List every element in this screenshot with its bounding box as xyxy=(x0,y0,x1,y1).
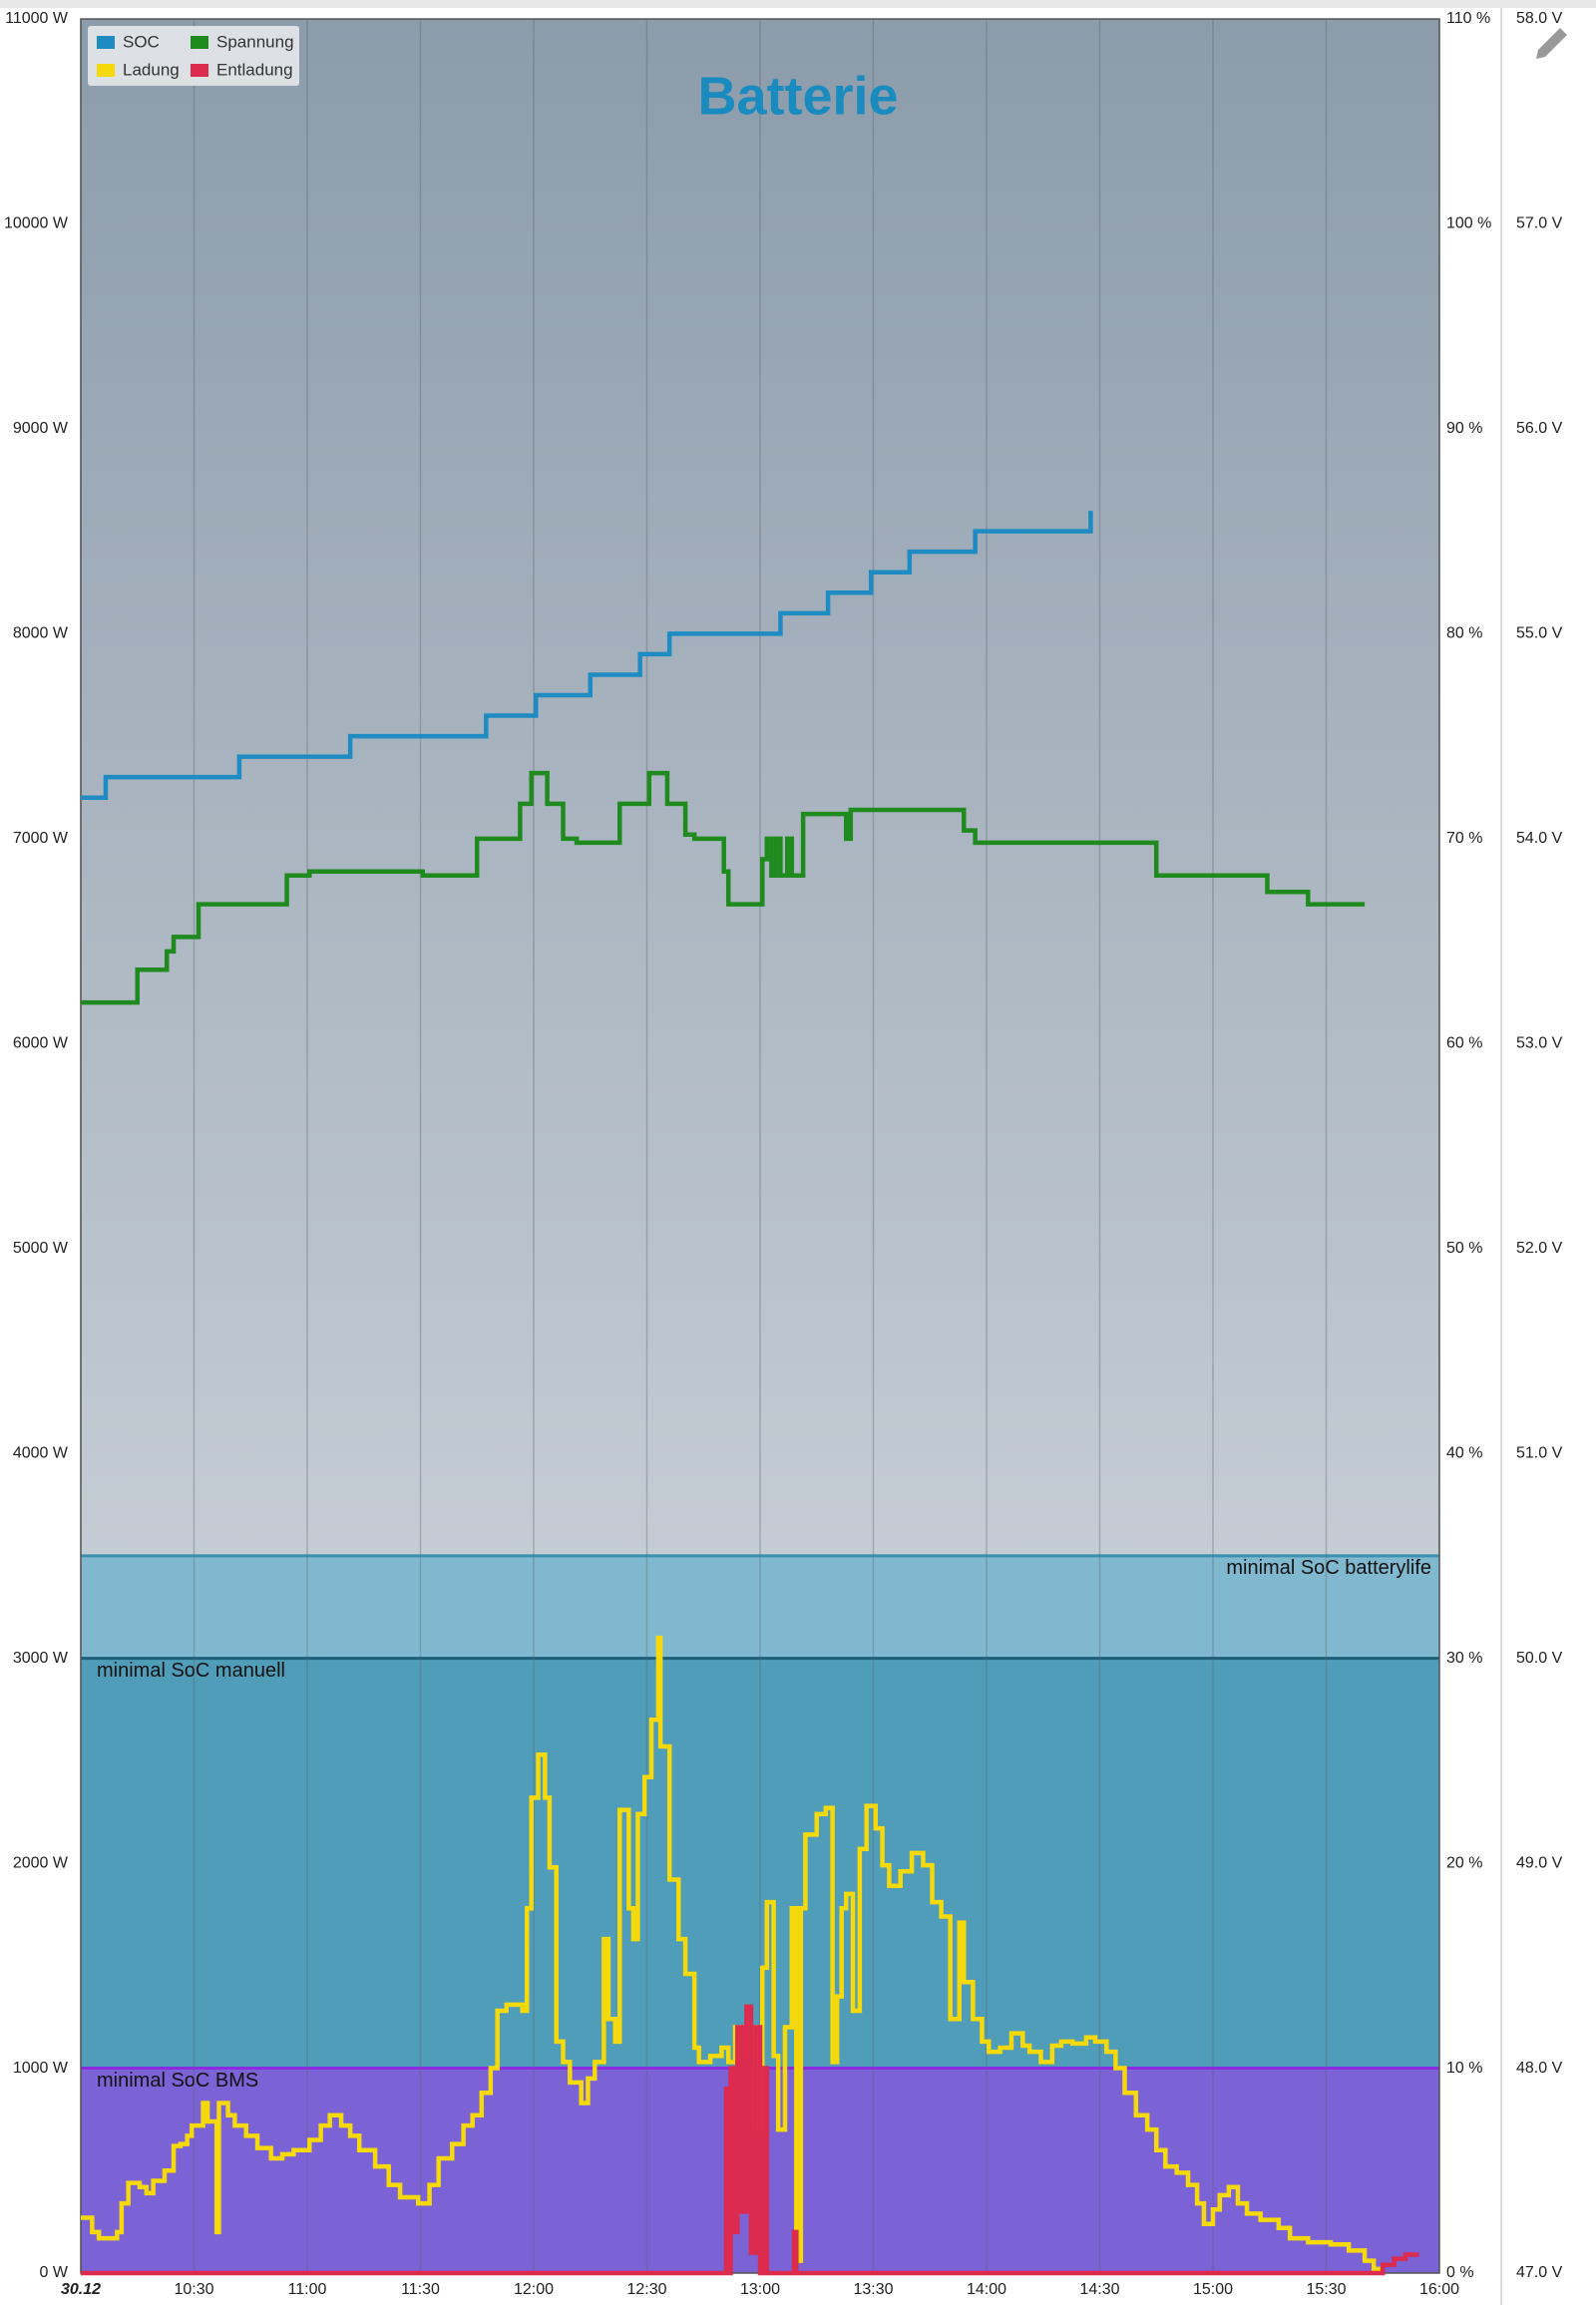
legend-label: Entladung xyxy=(216,60,293,79)
legend-swatch xyxy=(191,64,208,77)
y2-tick-label: 70 % xyxy=(1446,830,1482,847)
y2-tick-label: 60 % xyxy=(1446,1034,1482,1051)
series-line xyxy=(81,1635,1381,2273)
x-tick-label: 12:30 xyxy=(626,2281,666,2298)
plot-area: minimal SoC batterylife minimal SoC manue… xyxy=(80,18,1440,2276)
y3-tick-label: 55.0 V xyxy=(1516,625,1563,642)
y-tick-label: 4000 W xyxy=(13,1444,69,1461)
y3-tick-label: 56.0 V xyxy=(1516,420,1563,437)
y-tick-label: 10000 W xyxy=(4,215,69,232)
y-tick-label: 6000 W xyxy=(13,1034,69,1051)
y2-tick-label: 30 % xyxy=(1446,1650,1482,1667)
x-tick-label: 10:30 xyxy=(174,2281,213,2298)
legend-box xyxy=(88,26,299,86)
y2-tick-label: 10 % xyxy=(1446,2060,1482,2077)
y2-tick-label: 0 % xyxy=(1446,2264,1474,2281)
series-line xyxy=(81,511,1093,800)
y3-tick-label: 47.0 V xyxy=(1516,2264,1563,2281)
y3-tick-label: 57.0 V xyxy=(1516,215,1563,232)
y3-tick-label: 49.0 V xyxy=(1516,1854,1563,1871)
y2-tick-label: 80 % xyxy=(1446,625,1482,642)
band-label: minimal SoC BMS xyxy=(97,2070,258,2092)
y-tick-label: 9000 W xyxy=(13,420,69,437)
band xyxy=(81,1555,1439,1659)
y3-tick-label: 53.0 V xyxy=(1516,1034,1563,1051)
y-tick-label: 1000 W xyxy=(13,2060,69,2077)
band-label: minimal SoC manuell xyxy=(97,1660,285,1682)
y-tick-label: 7000 W xyxy=(13,830,69,847)
y3-tick-label: 50.0 V xyxy=(1516,1650,1563,1667)
x-tick-label: 14:00 xyxy=(967,2281,1006,2298)
series-line xyxy=(81,2004,1419,2276)
x-tick-label: 13:00 xyxy=(740,2281,780,2298)
x-tick-label: 11:00 xyxy=(288,2281,327,2298)
y3-tick-label: 52.0 V xyxy=(1516,1240,1563,1257)
x-tick-label: 11:30 xyxy=(401,2281,440,2298)
legend-swatch xyxy=(97,64,115,77)
y2-tick-label: 100 % xyxy=(1446,215,1491,232)
x-tick-label: 14:30 xyxy=(1079,2281,1119,2298)
x-tick-label: 15:00 xyxy=(1193,2281,1233,2298)
y-tick-label: 0 W xyxy=(40,2264,69,2281)
x-tick-label: 15:30 xyxy=(1306,2281,1346,2298)
y2-tick-label: 20 % xyxy=(1446,1854,1482,1871)
y2-tick-label: 50 % xyxy=(1446,1240,1482,1257)
top-strip xyxy=(0,0,1596,8)
y2-tick-label: 40 % xyxy=(1446,1444,1482,1461)
x-tick-label: 12:00 xyxy=(514,2281,554,2298)
band xyxy=(81,1658,1439,2069)
y2-tick-label: 110 % xyxy=(1446,10,1490,27)
y3-tick-label: 51.0 V xyxy=(1516,1444,1563,1461)
y-tick-label: 5000 W xyxy=(13,1240,69,1257)
edit-icon[interactable] xyxy=(1536,28,1567,59)
y-tick-label: 11000 W xyxy=(5,10,69,27)
y3-tick-label: 54.0 V xyxy=(1516,830,1563,847)
series-line xyxy=(81,770,1366,1005)
y-tick-label: 3000 W xyxy=(13,1650,69,1667)
chart-title: Batterie xyxy=(697,66,898,126)
x-tick-label: 30.12 xyxy=(61,2281,101,2298)
y3-tick-label: 58.0 V xyxy=(1516,10,1563,27)
band-label: minimal SoC batterylife xyxy=(1226,1557,1431,1579)
x-tick-label: 13:30 xyxy=(853,2281,893,2298)
legend-swatch xyxy=(191,36,208,49)
legend-swatch xyxy=(97,36,115,49)
y2-tick-label: 90 % xyxy=(1446,420,1482,437)
y-tick-label: 2000 W xyxy=(13,1854,69,1871)
y3-tick-label: 48.0 V xyxy=(1516,2060,1563,2077)
legend-label: Spannung xyxy=(216,32,294,51)
legend-label: Ladung xyxy=(123,60,180,79)
legend-label: SOC xyxy=(123,32,160,51)
x-tick-label: 16:00 xyxy=(1419,2281,1459,2298)
y-tick-label: 8000 W xyxy=(13,625,69,642)
overlay: Batterie 30.12 10:30 11:00 11:30 12:00 12:30 1… xyxy=(4,8,1567,2305)
